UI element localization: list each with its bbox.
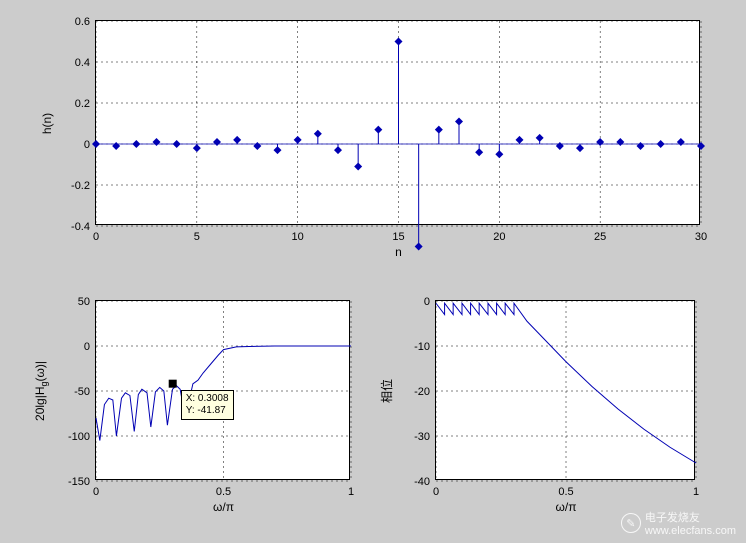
y-tick-label: 0 [84,139,90,151]
stem-marker [677,138,685,146]
y-axis-label: 20lg|Hg(ω)| [33,361,49,421]
y-tick-label: 0 [84,341,90,353]
stem-marker [193,144,201,152]
x-tick-label: 15 [392,231,404,243]
y-tick-label: -0.2 [71,180,90,192]
y-axis-label: 相位 [379,379,394,403]
watermark: ✎ 电子发烧友 www.elecfans.com [621,509,736,537]
stem-marker [334,146,342,154]
stem-marker [253,142,261,150]
y-tick-label: 50 [78,296,90,308]
y-axis-label: h(n) [40,113,54,134]
y-tick-label: -50 [74,386,90,398]
y-tick-label: 0.2 [75,98,90,110]
x-tick-label: 0.5 [216,486,231,498]
datatip-marker[interactable] [169,380,177,388]
pencil-icon: ✎ [621,513,641,533]
y-tick-label: -150 [68,476,90,488]
matlab-figure: 051015202530-0.4-0.200.20.40.6nh(n) 00.5… [0,0,746,543]
stem-marker [354,163,362,171]
datatip-y-label: Y: -41.87 [186,405,229,417]
stem-marker [112,142,120,150]
phase-response-plot: 00.51-40-30-20-100ω/π相位 [435,300,695,480]
x-tick-label: 1 [348,486,354,498]
stem-marker [637,142,645,150]
stem-marker [415,243,423,251]
x-tick-label: 10 [292,231,304,243]
y-tick-label: -10 [414,341,430,353]
y-tick-label: -0.4 [71,221,90,233]
watermark-sub: 电子发烧友 [645,512,700,524]
stem-marker [596,138,604,146]
y-tick-label: -40 [414,476,430,488]
stem-marker [475,148,483,156]
stem-marker [314,130,322,138]
x-tick-label: 0 [433,486,439,498]
datatip-box[interactable]: X: 0.3008Y: -41.87 [181,390,234,420]
stem-plot-hn: 051015202530-0.4-0.200.20.40.6nh(n) [95,20,700,225]
x-axis-label: n [395,245,402,259]
stem-marker [395,38,403,46]
stem-marker [576,144,584,152]
stem-marker [697,142,705,150]
stem-marker [495,150,503,158]
watermark-text: www.elecfans.com [645,525,736,537]
stem-marker [556,142,564,150]
stem-marker [455,117,463,125]
y-tick-label: -20 [414,386,430,398]
y-tick-label: -30 [414,431,430,443]
x-tick-label: 0.5 [558,486,573,498]
x-tick-label: 1 [693,486,699,498]
stem-marker [153,138,161,146]
x-axis-label: ω/π [556,500,577,514]
y-tick-label: 0.6 [75,16,90,28]
stem-marker [536,134,544,142]
magnitude-response-plot: 00.51-150-100-50050ω/π20lg|Hg(ω)|X: 0.30… [95,300,350,480]
stem-marker [213,138,221,146]
x-tick-label: 0 [93,486,99,498]
stem-marker [294,136,302,144]
x-axis-label: ω/π [213,500,234,514]
y-tick-label: -100 [68,431,90,443]
x-tick-label: 25 [594,231,606,243]
stem-marker [516,136,524,144]
stem-marker [435,126,443,134]
stem-marker [274,146,282,154]
y-tick-label: 0 [424,296,430,308]
stem-marker [374,126,382,134]
x-tick-label: 0 [93,231,99,243]
stem-marker [616,138,624,146]
x-tick-label: 5 [194,231,200,243]
x-tick-label: 20 [493,231,505,243]
x-tick-label: 30 [695,231,707,243]
y-tick-label: 0.4 [75,57,90,69]
datatip-x-label: X: 0.3008 [186,393,229,405]
stem-marker [233,136,241,144]
